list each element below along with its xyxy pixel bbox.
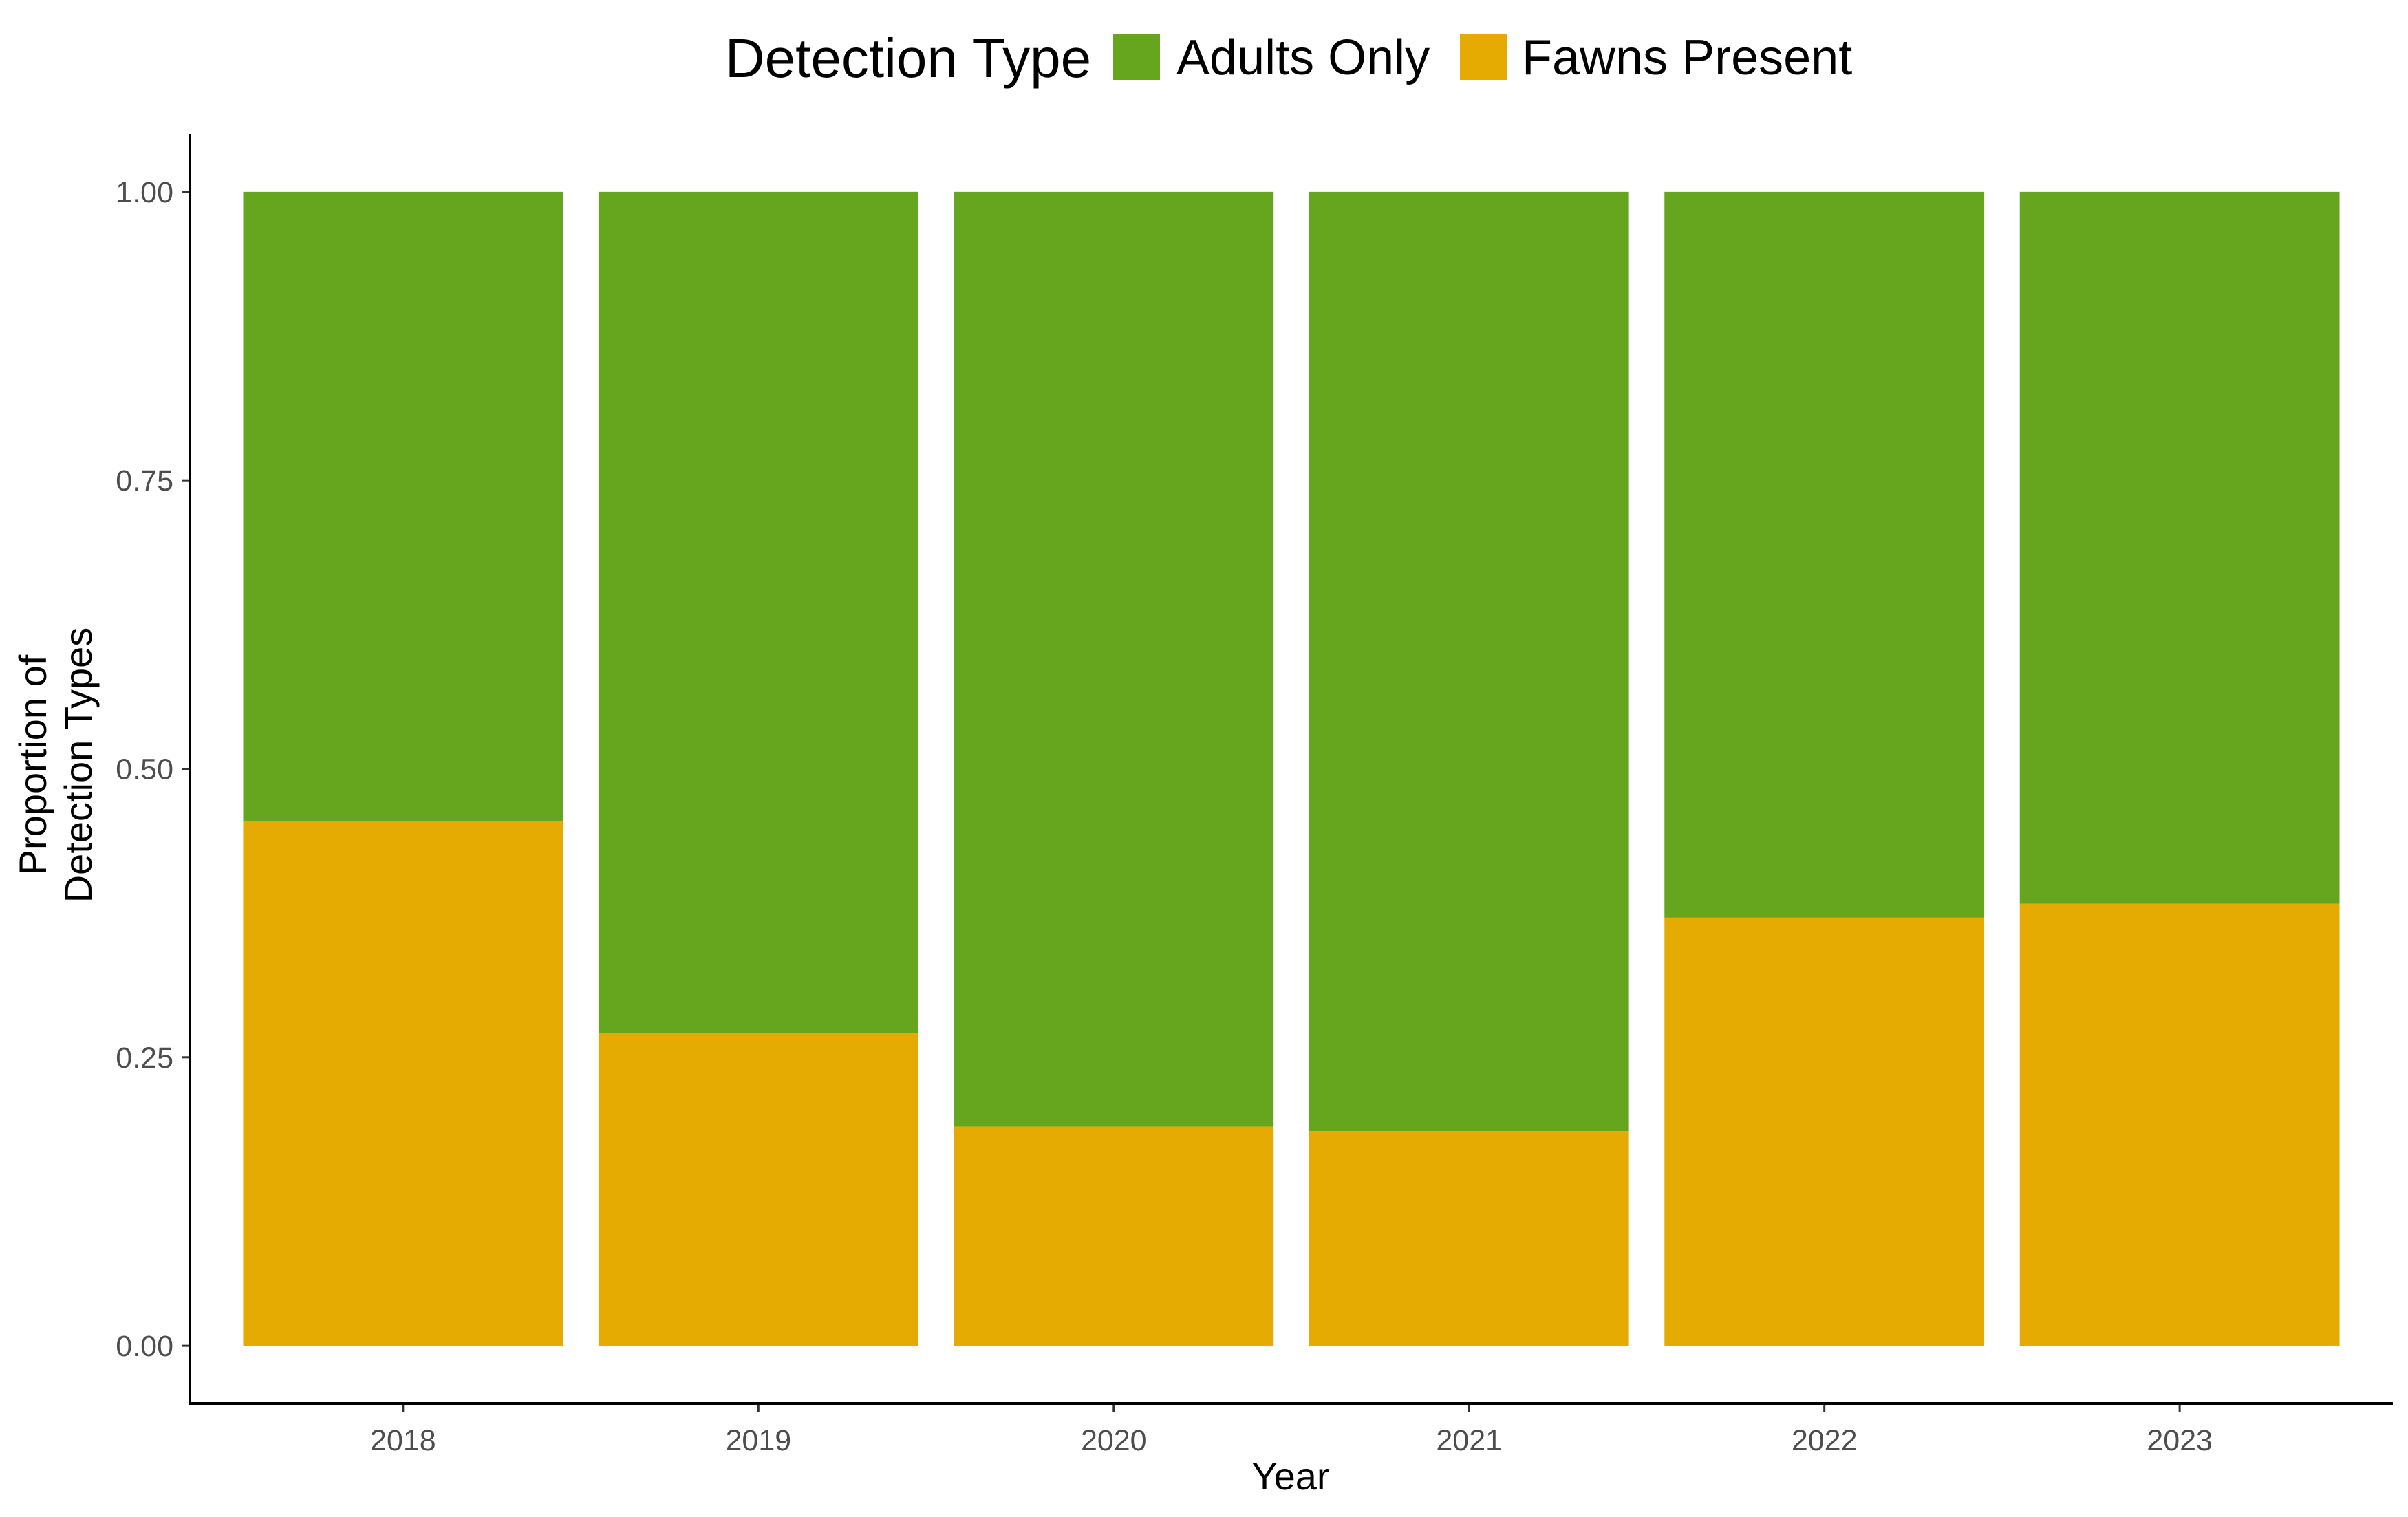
bar-2021-adults-only [1309,191,1629,1132]
legend: Detection Type Adults Only Fawns Present [725,28,1852,89]
y-tick-label: 1.00 [116,176,173,209]
y-tick-label: 0.50 [116,753,173,786]
y-tick-label: 0.75 [116,464,173,497]
bar-2018-adults-only [243,191,563,821]
x-axis-title: Year [1251,1454,1329,1498]
y-axis-title-group: Proportion of Detection Types [11,627,100,903]
y-axis-title-line-1: Proportion of [11,654,54,875]
bar-2023-fawns-present [2019,903,2340,1346]
y-tick-label: 0.00 [116,1330,173,1363]
bar-2023-adults-only [2019,191,2340,904]
bars-layer [243,191,2340,1346]
bar-2022-adults-only [1664,191,1985,918]
legend-label-fawns-present: Fawns Present [1522,30,1852,85]
bar-2021-fawns-present [1309,1131,1629,1346]
x-tick-label: 2018 [370,1424,436,1457]
legend-swatch-fawns-present [1460,34,1507,80]
bar-2019-fawns-present [598,1033,918,1346]
bar-2018-fawns-present [243,820,563,1346]
bar-2020-fawns-present [954,1126,1274,1346]
bar-2022-fawns-present [1664,917,1985,1346]
bar-2020-adults-only [954,191,1274,1127]
y-tick-label: 0.25 [116,1042,173,1075]
legend-title: Detection Type [725,28,1091,89]
bar-2019-adults-only [598,191,918,1033]
x-tick-label: 2021 [1436,1424,1502,1457]
x-tick-label: 2020 [1081,1424,1147,1457]
x-tick-label: 2019 [725,1424,791,1457]
legend-label-adults-only: Adults Only [1176,30,1430,85]
legend-swatch-adults-only [1113,34,1160,80]
y-axis-ticks: 0.00 0.25 0.50 0.75 1.00 [116,176,190,1363]
x-tick-label: 2023 [2147,1424,2213,1457]
x-axis-ticks: 2018 2019 2020 2021 2022 2023 [370,1403,2213,1457]
x-tick-label: 2022 [1792,1424,1858,1457]
y-axis-title-line-2: Detection Types [56,627,100,903]
